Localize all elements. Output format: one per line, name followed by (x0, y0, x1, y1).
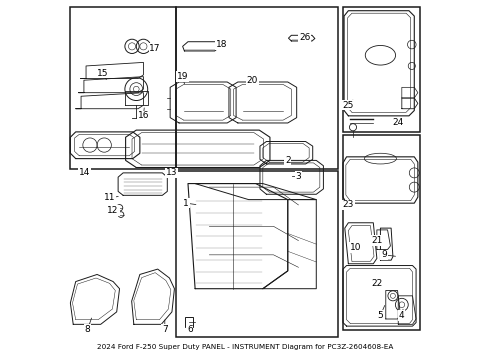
Bar (175, 7, 338, 169)
Text: 7: 7 (162, 325, 168, 334)
Text: 23: 23 (343, 201, 354, 210)
Text: 12: 12 (107, 206, 119, 215)
Text: 1: 1 (183, 199, 189, 208)
Text: 11: 11 (104, 193, 115, 202)
Bar (343, 7, 419, 132)
Text: 22: 22 (371, 279, 383, 288)
Text: 4: 4 (399, 311, 405, 320)
Text: 20: 20 (246, 76, 258, 85)
Text: 25: 25 (343, 101, 354, 110)
Bar (175, 171, 338, 337)
Text: 17: 17 (149, 44, 161, 53)
Text: 18: 18 (216, 40, 227, 49)
Text: 3: 3 (295, 172, 301, 181)
Text: 21: 21 (371, 236, 383, 245)
Text: 13: 13 (166, 168, 178, 177)
Text: 2024 Ford F-250 Super Duty PANEL - INSTRUMENT Diagram for PC3Z-2604608-EA: 2024 Ford F-250 Super Duty PANEL - INSTR… (97, 345, 393, 350)
Text: 10: 10 (350, 243, 361, 252)
Bar (343, 135, 419, 330)
Text: 15: 15 (97, 68, 108, 77)
Text: 2: 2 (285, 156, 291, 165)
Text: 5: 5 (378, 311, 383, 320)
Text: 19: 19 (177, 72, 188, 81)
Text: 8: 8 (85, 325, 90, 334)
Bar (71, 7, 175, 169)
Text: 6: 6 (187, 325, 193, 334)
Text: 9: 9 (381, 250, 387, 259)
Bar (186, 317, 194, 327)
Text: 14: 14 (79, 168, 90, 177)
Text: 24: 24 (392, 118, 404, 127)
Text: 26: 26 (299, 33, 311, 42)
Text: 16: 16 (138, 111, 149, 120)
